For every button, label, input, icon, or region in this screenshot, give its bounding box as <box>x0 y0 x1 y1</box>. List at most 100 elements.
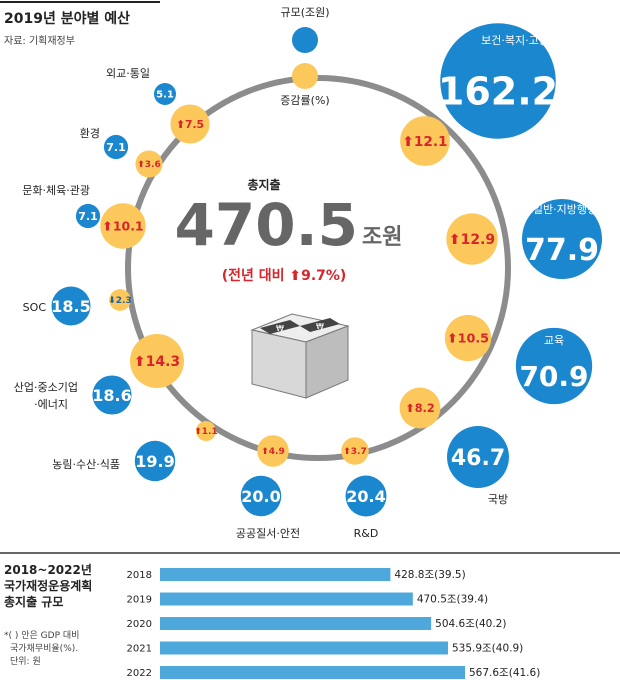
sector-bubbles: ⬆12.1 162.2 보건·복지·고용 ⬆12.9 77.9 일반·지방행정 ⬆10.5 7… <box>14 23 603 540</box>
rate-bubble <box>446 213 498 265</box>
rate-bubble <box>444 314 492 362</box>
size-label: 20.4 <box>346 487 385 506</box>
bar-section-title-1: 2018~2022년 <box>4 563 92 577</box>
sector-name: 일반·지방행정 <box>533 202 597 216</box>
rate-label: ⬆14.3 <box>134 354 180 370</box>
total-change: (전년 대비 ⬆9.7%) <box>222 267 347 284</box>
size-bubble <box>75 203 101 229</box>
legend-size-label: 규모(조원) <box>280 6 329 19</box>
total-value: 470.5 <box>175 191 358 259</box>
size-label: 46.7 <box>451 446 505 471</box>
sector-name: 공공질서·안전 <box>236 527 300 540</box>
source-note: 자료: 기획재정부 <box>4 35 75 47</box>
rate-bubble <box>341 437 369 465</box>
total-spending-bar-chart: 2018~2022년 국가재정운용계획 총지출 규모 *( ) 안은 GDP 대… <box>0 552 620 679</box>
budget-ring <box>125 75 511 461</box>
bar-value-label: 428.8조(39.5) <box>394 569 465 581</box>
sector-name: 외교·통일 <box>106 66 150 80</box>
money-stack-illustration: ₩ ₩ <box>250 313 350 399</box>
size-label: 162.2 <box>438 70 558 114</box>
sector-name: 산업·중소기업 <box>14 381 78 394</box>
size-bubble <box>521 198 603 280</box>
rate-label: ⬆1.1 <box>194 427 217 437</box>
rate-bubble <box>257 435 289 467</box>
size-bubble <box>447 426 509 488</box>
rate-label: ⬆10.5 <box>447 331 489 346</box>
bar-value-label: 567.6조(41.6) <box>469 667 540 679</box>
total-label: 총지출 <box>247 177 280 192</box>
sector-name: SOC <box>23 301 47 314</box>
bar <box>160 617 432 630</box>
bar-category-label: 2022 <box>127 668 152 679</box>
size-bubble <box>240 475 282 517</box>
size-label: 7.1 <box>106 141 126 154</box>
legend-rate-swatch <box>292 63 318 89</box>
rate-bubble <box>130 334 184 388</box>
rate-bubble <box>399 387 441 429</box>
size-bubble <box>103 134 129 160</box>
size-label: 70.9 <box>519 360 588 393</box>
bar-category-label: 2018 <box>127 570 152 581</box>
legend-rate-label: 증감률(%) <box>280 94 329 107</box>
rate-label: ⬆3.6 <box>137 160 160 170</box>
sector-name: ·에너지 <box>34 398 68 411</box>
rate-label: ⬇2.3 <box>108 296 131 306</box>
rate-bubble <box>100 203 146 249</box>
size-label: 20.0 <box>241 487 280 506</box>
sector-name: 문화·체육·관광 <box>22 184 90 197</box>
bar <box>160 641 448 655</box>
size-label: 19.9 <box>135 452 174 471</box>
bar <box>160 592 413 606</box>
size-bubble <box>515 327 593 405</box>
rate-bubble <box>196 421 216 441</box>
rate-bubble <box>400 116 450 166</box>
bar-category-label: 2020 <box>127 619 152 630</box>
sector-name: R&D <box>354 527 379 540</box>
sector-name: 국방 <box>488 493 508 506</box>
rate-label: ⬆7.5 <box>176 118 204 131</box>
bar <box>160 666 465 679</box>
bar <box>160 568 391 581</box>
rate-label: ⬆10.1 <box>102 218 143 233</box>
budget-bubble-chart: 2019년 분야별 예산 자료: 기획재정부 규모(조원) 증감률(%) 총지출… <box>0 1 603 540</box>
size-label: 18.6 <box>92 386 131 405</box>
size-bubble <box>92 375 132 415</box>
svg-text:₩: ₩ <box>276 324 284 333</box>
total-unit: 조원 <box>362 225 402 250</box>
size-bubble <box>51 286 91 326</box>
bar-value-label: 504.6조(40.2) <box>435 618 506 630</box>
rate-label: ⬆3.7 <box>343 447 366 457</box>
bar-value-label: 470.5조(39.4) <box>417 594 488 606</box>
size-bubble <box>154 83 176 105</box>
chart-title: 2019년 분야별 예산 <box>4 10 130 27</box>
rate-label: ⬆12.9 <box>449 232 495 248</box>
bar-marks: 2018 428.8조(39.5) 2019 470.5조(39.4) 2020 504.… <box>127 568 540 679</box>
size-label: 77.9 <box>525 233 599 268</box>
sector-name: 환경 <box>80 127 100 140</box>
bar-section-title-3: 총지출 규모 <box>4 594 63 609</box>
rate-label: ⬆8.2 <box>405 402 434 415</box>
rate-bubble <box>109 289 131 311</box>
size-bubble <box>345 475 387 517</box>
sector-name: 농림·수산·식품 <box>52 458 120 471</box>
bar-note-1: *( ) 안은 GDP 대비 <box>4 630 79 641</box>
rate-label: ⬆12.1 <box>402 134 447 150</box>
sector-name: 교육 <box>544 334 564 347</box>
size-label: 7.1 <box>78 210 98 223</box>
bar-category-label: 2019 <box>127 595 152 606</box>
bar-section-title-2: 국가재정운용계획 <box>4 578 92 593</box>
rate-label: ⬆4.9 <box>261 447 284 457</box>
sector-name: 보건·복지·고용 <box>481 34 549 47</box>
rate-bubble <box>135 150 163 178</box>
bar-value-label: 535.9조(40.9) <box>452 643 523 655</box>
size-bubble <box>440 23 556 139</box>
size-label: 18.5 <box>51 297 90 316</box>
svg-text:₩: ₩ <box>316 322 324 331</box>
rate-bubble <box>170 104 210 144</box>
size-label: 5.1 <box>156 90 174 101</box>
bar-category-label: 2021 <box>127 644 152 655</box>
bar-note-3: 단위: 원 <box>10 656 41 667</box>
size-bubble <box>134 440 176 482</box>
legend-size-swatch <box>292 27 318 53</box>
bar-note-2: 국가채무비율(%). <box>10 643 78 654</box>
